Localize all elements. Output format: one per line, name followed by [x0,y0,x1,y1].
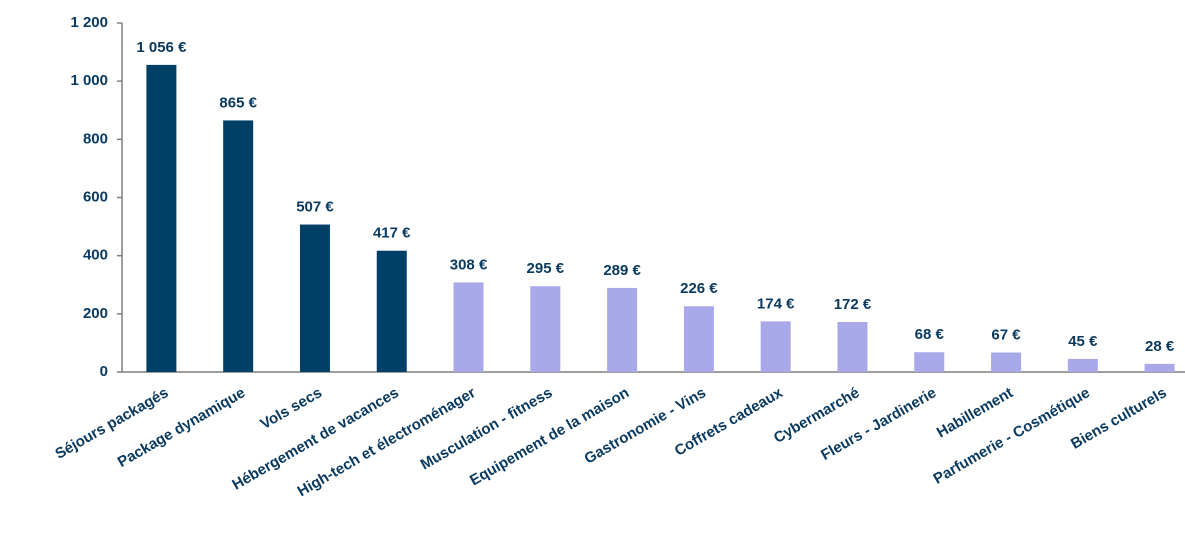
value-label: 45 € [1068,333,1098,350]
y-tick-label: 400 [83,247,108,264]
bar [837,321,868,372]
value-label: 67 € [991,326,1021,343]
value-label: 174 € [757,295,795,312]
y-tick-label: 800 [83,130,108,147]
bar [683,306,714,372]
y-tick-label: 1 000 [70,72,108,89]
value-label: 295 € [527,260,565,277]
x-tick-label: Musculation - fitness [418,384,556,473]
value-label: 28 € [1145,338,1175,355]
x-tick-label: Package dynamique [115,384,248,471]
bar [146,64,177,372]
value-label: 417 € [373,225,411,242]
bar [607,287,638,372]
bar [991,352,1022,372]
y-tick-label: 600 [83,188,108,205]
bar [760,321,791,372]
y-tick-label: 1 200 [70,14,108,31]
y-tick-label: 200 [83,305,108,322]
value-label: 507 € [296,199,334,216]
value-label: 308 € [450,256,488,273]
bar [530,286,561,372]
value-label: 226 € [680,280,718,297]
bar [1144,363,1175,372]
bar [914,352,945,372]
y-tick-label: 0 [100,363,108,380]
bar [453,282,484,372]
value-label: 289 € [603,262,641,279]
value-label: 172 € [834,296,872,313]
value-label: 865 € [219,94,257,111]
value-label: 1 056 € [136,39,187,56]
x-tick-label: Vols secs [257,384,324,433]
bar [1067,358,1098,372]
bar [299,224,330,372]
bar [223,120,254,372]
value-label: 68 € [915,326,945,343]
bar [376,250,407,372]
